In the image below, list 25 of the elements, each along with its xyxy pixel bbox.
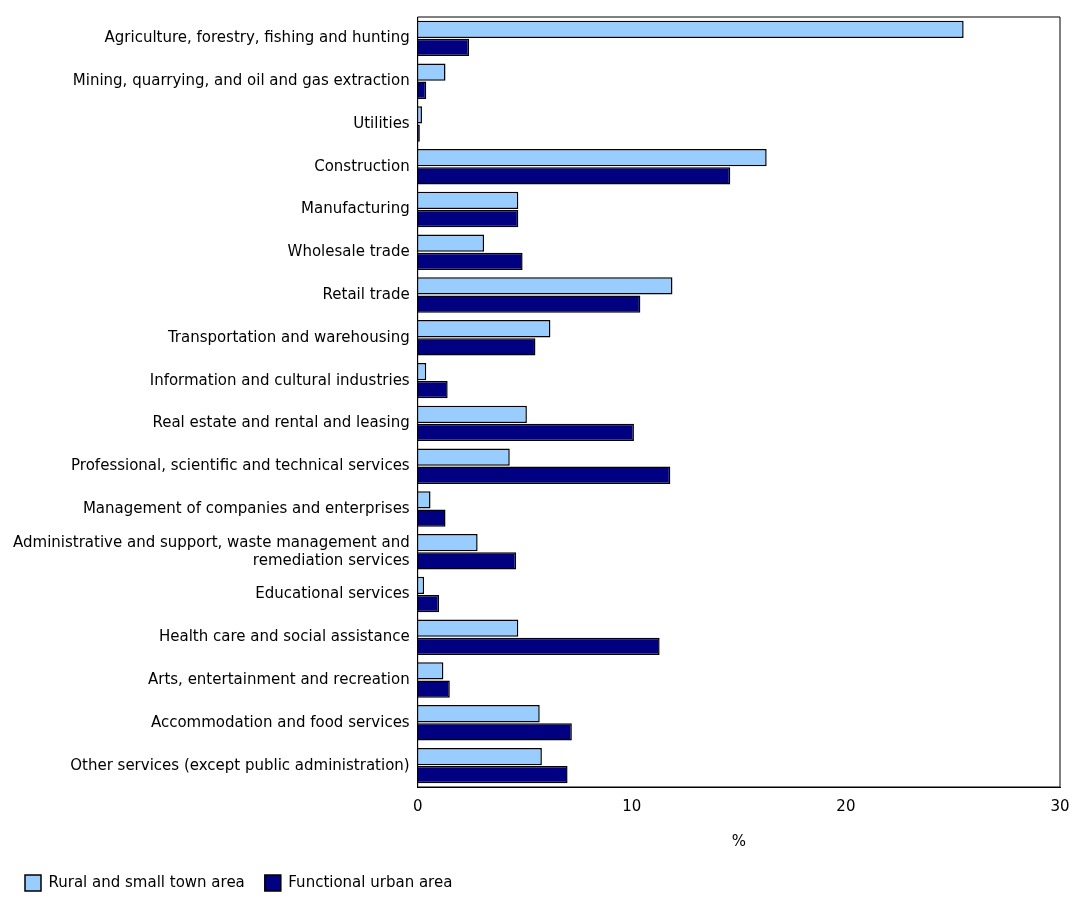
y-tick-label: Accommodation and food services: [150, 712, 410, 731]
y-tick-label: Mining, quarrying, and oil and gas extraction: [72, 71, 410, 90]
x-axis-title: %: [731, 831, 746, 850]
y-tick-label: Arts, entertainment and recreation: [147, 669, 410, 688]
x-tick-label: 0: [412, 796, 423, 815]
y-tick-label: Professional, scientific and technical services: [71, 456, 410, 475]
y-tick-label: Information and cultural industries: [149, 370, 410, 389]
y-tick-label: Health care and social assistance: [159, 627, 410, 646]
x-tick-label: 10: [622, 796, 642, 815]
y-tick-label: Wholesale trade: [287, 242, 410, 261]
y-tick-label: Other services (except public administration): [70, 755, 410, 774]
legend-label: Functional urban area: [288, 872, 453, 891]
legend-label: Rural and small town area: [48, 872, 245, 891]
y-tick-label: Retail trade: [322, 284, 410, 303]
y-tick-label: Construction: [314, 156, 410, 175]
x-tick-label: 30: [1050, 796, 1070, 815]
y-tick-label: Management of companies and enterprises: [82, 498, 410, 517]
y-tick-label: Utilities: [353, 113, 410, 132]
y-tick-label: Educational services: [255, 584, 410, 603]
y-tick-label: Real estate and rental and leasing: [152, 413, 410, 432]
y-tick-label: Administrative and support, waste management and remediation services: [13, 532, 410, 569]
x-tick-label: 20: [836, 796, 856, 815]
y-tick-label: Transportation and warehousing: [166, 327, 410, 346]
y-tick-label: Agriculture, forestry, fishing and hunting: [104, 28, 410, 47]
y-tick-label: Manufacturing: [301, 199, 410, 218]
